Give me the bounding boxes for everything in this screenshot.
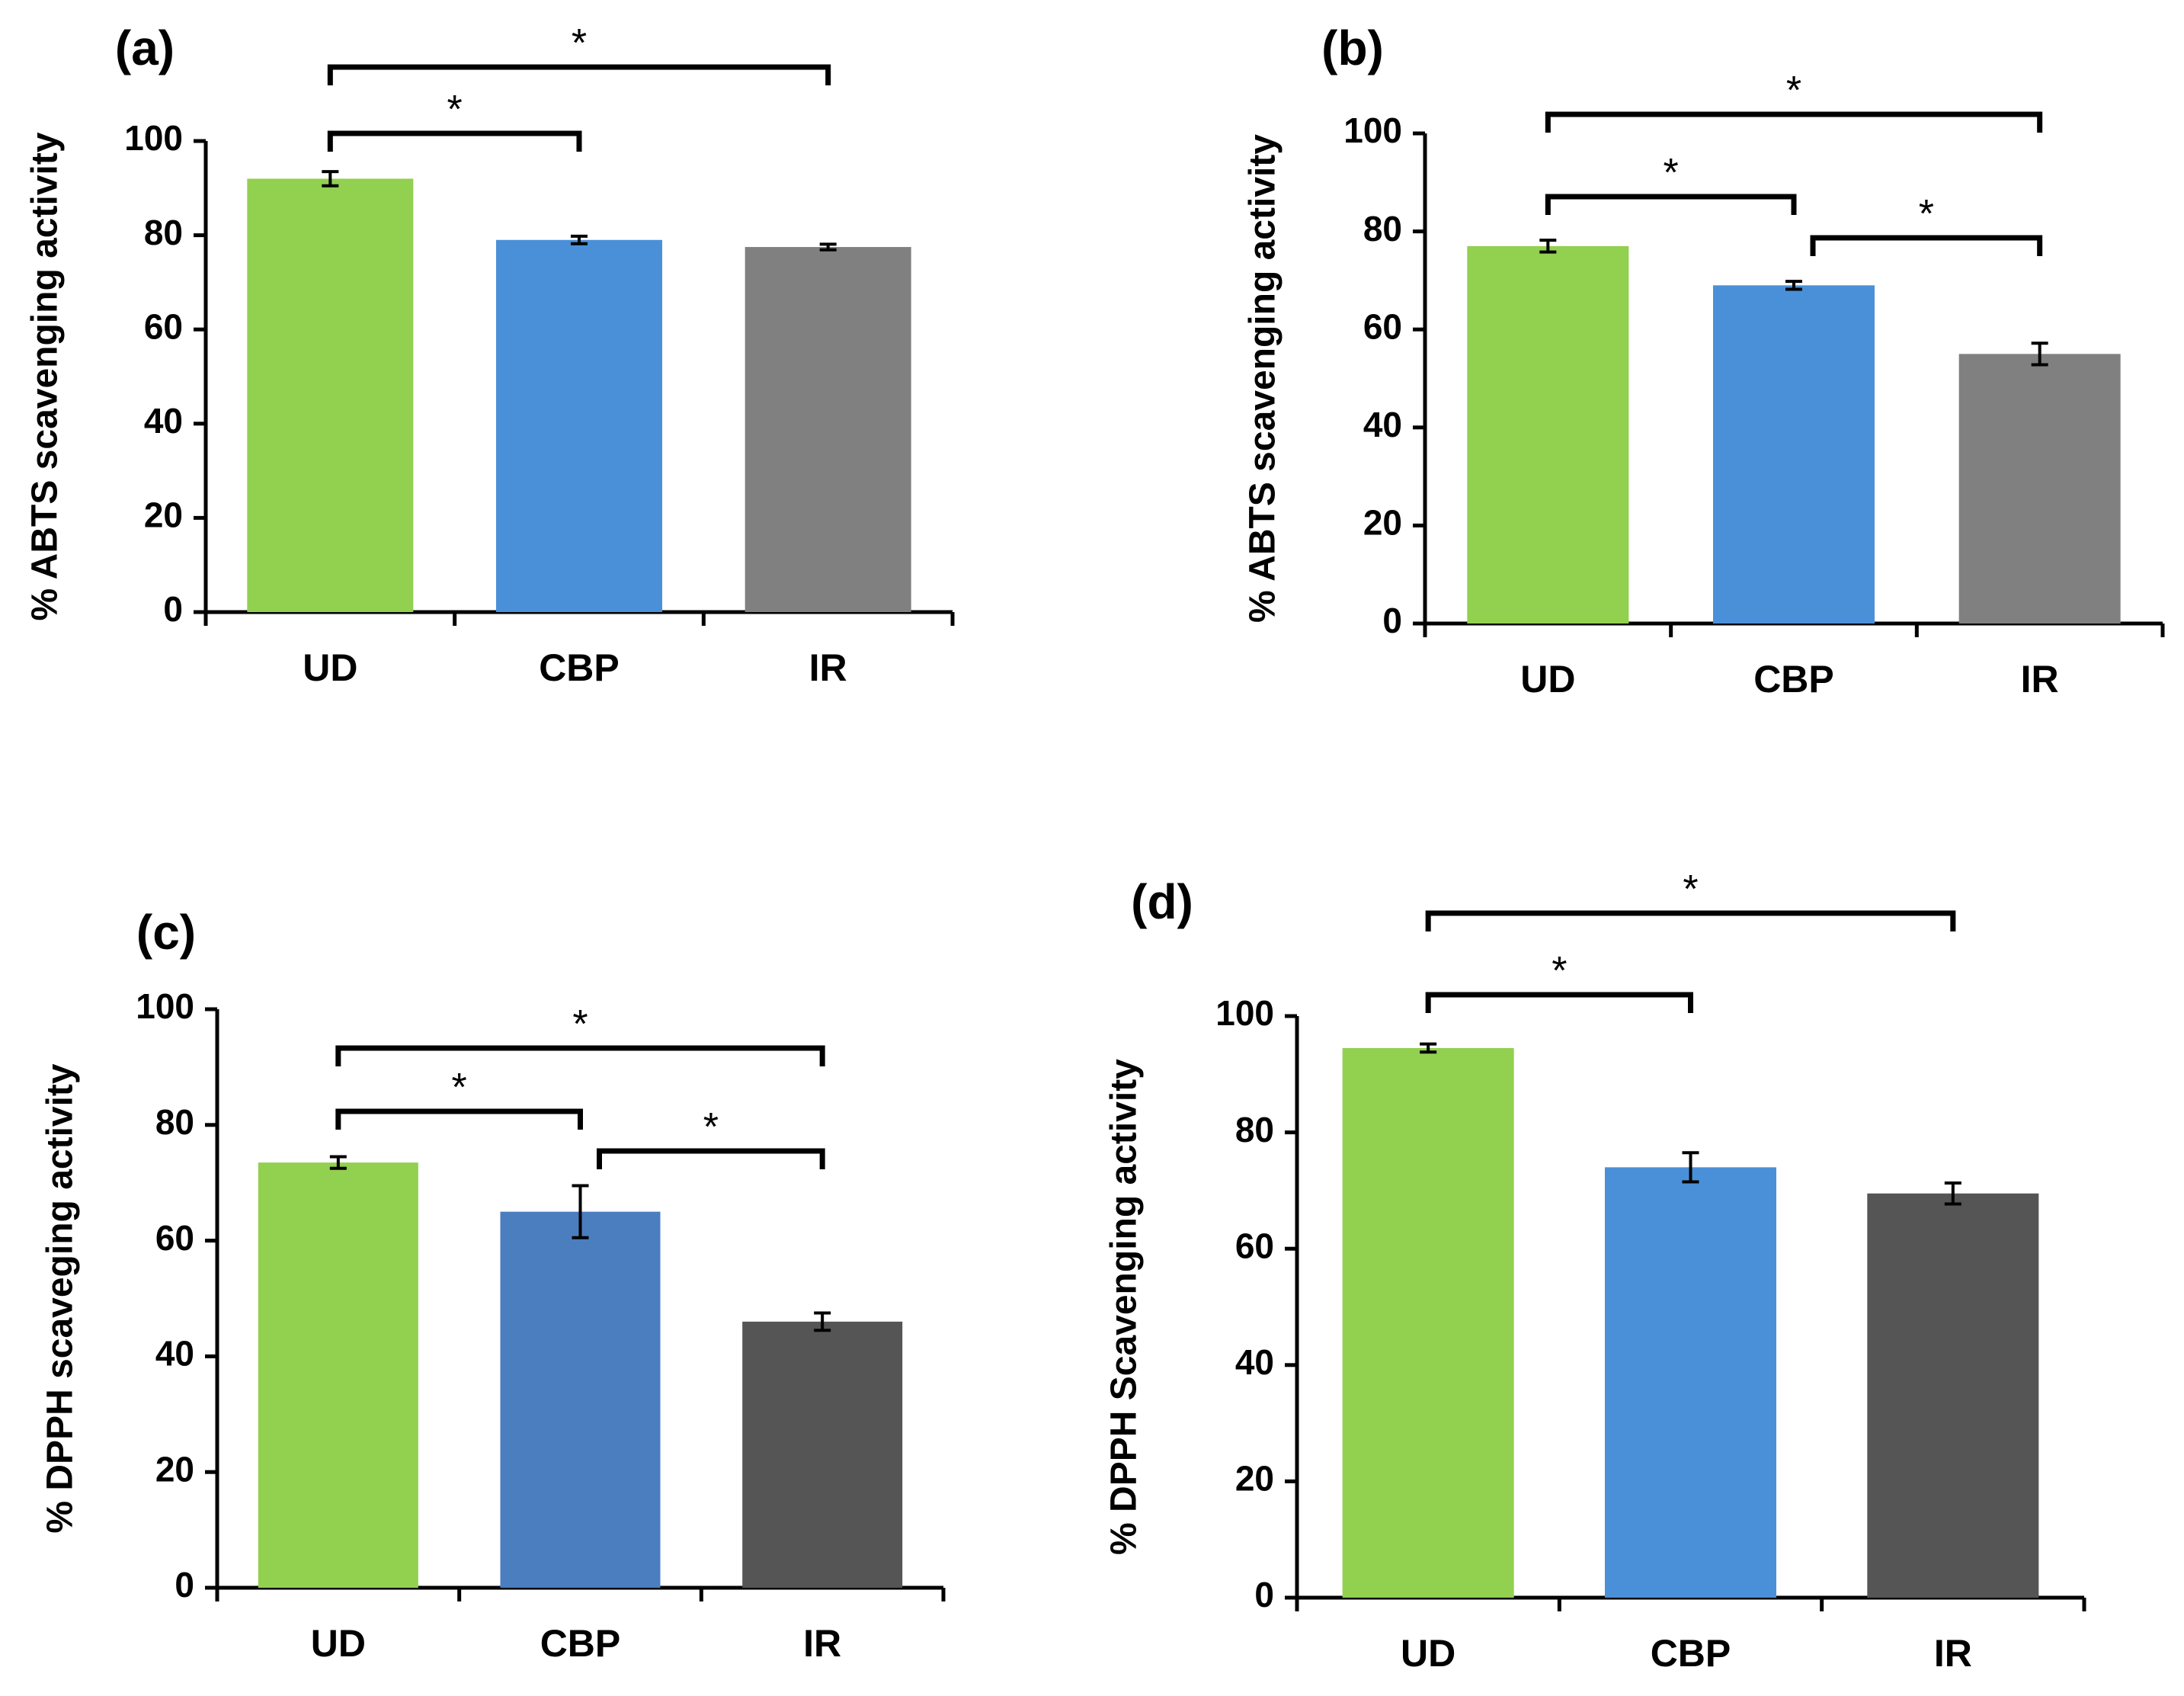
bar-ud: [247, 178, 414, 612]
significance-star: *: [1786, 69, 1801, 113]
y-tick-label: 60: [1363, 306, 1402, 346]
significance-bracket: [1425, 910, 1956, 931]
y-tick-label: 80: [144, 213, 183, 252]
y-tick-label: 20: [144, 495, 183, 535]
y-tick-label: 100: [124, 118, 183, 158]
y-tick-label: 20: [155, 1449, 194, 1489]
y-tick-label: 100: [136, 986, 194, 1026]
significance-star: *: [1683, 867, 1698, 912]
y-tick-label: 60: [155, 1218, 194, 1258]
bar-ir: [1958, 354, 2121, 624]
significance-star: *: [1664, 151, 1679, 195]
category-label: UD: [1401, 1632, 1455, 1675]
y-tick-label: 20: [1235, 1459, 1274, 1499]
category-label: CBP: [1753, 658, 1834, 701]
panel-label: (d): [1131, 874, 1193, 929]
category-label: UD: [1520, 658, 1575, 701]
y-tick-label: 40: [155, 1334, 194, 1374]
significance-bracket: [1545, 111, 2043, 133]
significance-star: *: [572, 21, 587, 66]
y-tick-label: 0: [1254, 1575, 1274, 1614]
y-tick-label: 40: [144, 401, 183, 441]
significance-bracket: [335, 1108, 583, 1130]
chart-panel-2: (b) % ABTS scavenging activity 0 20 40 60 80 10…: [1243, 21, 2165, 701]
chart-panel-1: (a) % ABTS scavenging activity 0 20 40 60 80 10…: [25, 21, 955, 689]
bar-ir: [745, 247, 911, 612]
significance-bracket: [1810, 235, 2043, 256]
significance-star: *: [572, 1002, 588, 1047]
significance-star: *: [452, 1066, 467, 1110]
significance-star: *: [1919, 192, 1934, 236]
panel-label: (c): [136, 905, 196, 960]
category-label: IR: [1934, 1632, 1972, 1675]
y-tick-label: 40: [1363, 405, 1402, 444]
y-axis-title: % DPPH scaveging activity: [40, 1063, 81, 1534]
y-axis-title: % ABTS scavenging activity: [1243, 134, 1283, 623]
panel-label: (b): [1321, 21, 1384, 75]
significance-bracket: [1425, 992, 1693, 1013]
significance-bracket: [1545, 194, 1797, 215]
chart-panel-3: (c) % DPPH scaveging activity 0 20 40 60 80 100…: [40, 905, 946, 1665]
bar-ir: [1867, 1193, 2039, 1598]
significance-star: *: [1552, 949, 1567, 993]
y-tick-label: 80: [1363, 209, 1402, 248]
category-label: CBP: [540, 1622, 621, 1665]
category-label: IR: [2021, 658, 2059, 701]
significance-star: *: [447, 88, 463, 132]
panel-label: (a): [115, 21, 175, 75]
y-axis-title: % ABTS scavenging activity: [25, 132, 66, 620]
y-tick-label: 60: [1235, 1226, 1274, 1265]
significance-bracket: [327, 130, 582, 152]
category-label: CBP: [539, 646, 620, 689]
bar-cbp: [500, 1211, 661, 1588]
bar-ud: [1342, 1047, 1514, 1598]
category-label: CBP: [1651, 1632, 1731, 1675]
significance-bracket: [335, 1045, 825, 1066]
y-tick-label: 0: [1382, 601, 1402, 640]
y-tick-label: 0: [175, 1565, 194, 1605]
bar-ir: [742, 1321, 903, 1588]
y-tick-label: 60: [144, 306, 183, 346]
category-label: IR: [803, 1622, 841, 1665]
significance-bracket: [597, 1148, 825, 1169]
bar-cbp: [1605, 1167, 1776, 1598]
y-tick-label: 80: [155, 1102, 194, 1142]
significance-bracket: [327, 64, 831, 85]
category-label: UD: [311, 1622, 366, 1665]
significance-star: *: [703, 1105, 719, 1149]
bar-ud: [1467, 245, 1629, 624]
y-tick-label: 20: [1363, 503, 1402, 543]
y-tick-label: 80: [1235, 1110, 1274, 1149]
bar-cbp: [496, 239, 662, 612]
y-tick-label: 0: [163, 589, 183, 629]
y-tick-label: 100: [1343, 111, 1402, 150]
y-tick-label: 100: [1215, 993, 1274, 1033]
chart-panel-4: (d) % DPPH Scavenging activity 0 20 40 60 80 10…: [1104, 867, 2086, 1675]
y-axis-title: % DPPH Scavenging activity: [1104, 1059, 1145, 1555]
y-tick-label: 40: [1235, 1342, 1274, 1382]
bar-cbp: [1713, 285, 1875, 624]
category-label: UD: [303, 646, 357, 689]
bar-ud: [258, 1162, 418, 1588]
category-label: IR: [809, 646, 847, 689]
